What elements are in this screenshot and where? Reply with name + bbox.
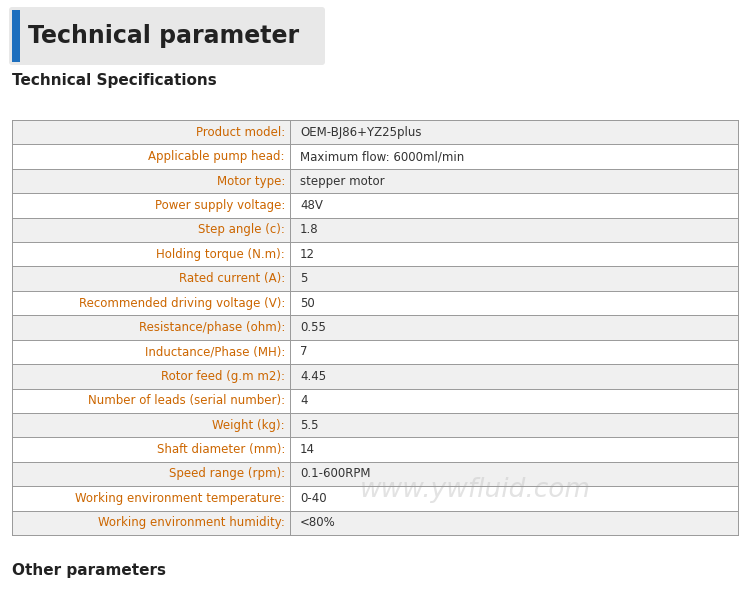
Bar — [12, 510, 738, 535]
Text: 5: 5 — [300, 272, 307, 285]
Text: 50: 50 — [300, 297, 315, 310]
Text: 0-40: 0-40 — [300, 492, 327, 505]
Text: Applicable pump head:: Applicable pump head: — [148, 150, 285, 163]
Text: Weight (kg):: Weight (kg): — [212, 419, 285, 432]
FancyBboxPatch shape — [9, 7, 325, 65]
Bar — [12, 291, 738, 315]
Bar — [12, 388, 738, 413]
Bar — [12, 364, 738, 388]
Text: 48V: 48V — [300, 199, 322, 212]
Text: 4.45: 4.45 — [300, 370, 326, 383]
Text: 0.1-600RPM: 0.1-600RPM — [300, 467, 370, 481]
Text: Rated current (A):: Rated current (A): — [178, 272, 285, 285]
Text: Maximum flow: 6000ml/min: Maximum flow: 6000ml/min — [300, 150, 464, 163]
Text: Rotor feed (g.m m2):: Rotor feed (g.m m2): — [161, 370, 285, 383]
Text: 1.8: 1.8 — [300, 223, 319, 236]
Text: www.ywfluid.com: www.ywfluid.com — [359, 477, 590, 503]
Text: Number of leads (serial number):: Number of leads (serial number): — [88, 394, 285, 407]
Text: OEM-BJ86+YZ25plus: OEM-BJ86+YZ25plus — [300, 126, 422, 139]
Text: 7: 7 — [300, 345, 307, 358]
Text: Power supply voltage:: Power supply voltage: — [154, 199, 285, 212]
Bar — [12, 340, 738, 364]
Text: 4: 4 — [300, 394, 307, 407]
Bar — [12, 413, 738, 438]
Bar — [12, 144, 738, 169]
Text: stepper motor: stepper motor — [300, 175, 385, 188]
Bar — [12, 462, 738, 486]
Bar — [12, 266, 738, 291]
Text: Technical Specifications: Technical Specifications — [12, 72, 217, 87]
Bar — [12, 193, 738, 218]
Bar — [12, 486, 738, 510]
Text: 5.5: 5.5 — [300, 419, 319, 432]
Bar — [12, 169, 738, 193]
Bar — [12, 218, 738, 242]
Text: Shaft diameter (mm):: Shaft diameter (mm): — [157, 443, 285, 456]
Text: Product model:: Product model: — [196, 126, 285, 139]
Text: Working environment humidity:: Working environment humidity: — [98, 517, 285, 529]
Text: <80%: <80% — [300, 517, 336, 529]
Bar — [12, 120, 738, 144]
Text: Speed range (rpm):: Speed range (rpm): — [169, 467, 285, 481]
Text: 0.55: 0.55 — [300, 321, 326, 334]
Text: Step angle (c):: Step angle (c): — [198, 223, 285, 236]
Text: Motor type:: Motor type: — [217, 175, 285, 188]
Text: Recommended driving voltage (V):: Recommended driving voltage (V): — [79, 297, 285, 310]
Text: Working environment temperature:: Working environment temperature: — [75, 492, 285, 505]
Text: Other parameters: Other parameters — [12, 563, 166, 577]
Bar — [12, 242, 738, 266]
Bar — [12, 438, 738, 462]
Text: Technical parameter: Technical parameter — [28, 24, 299, 48]
Bar — [12, 315, 738, 340]
Text: Holding torque (N.m):: Holding torque (N.m): — [156, 248, 285, 261]
Text: 12: 12 — [300, 248, 315, 261]
Text: 14: 14 — [300, 443, 315, 456]
Text: Inductance/Phase (MH):: Inductance/Phase (MH): — [145, 345, 285, 358]
Text: Resistance/phase (ohm):: Resistance/phase (ohm): — [139, 321, 285, 334]
Bar — [12, 10, 20, 62]
